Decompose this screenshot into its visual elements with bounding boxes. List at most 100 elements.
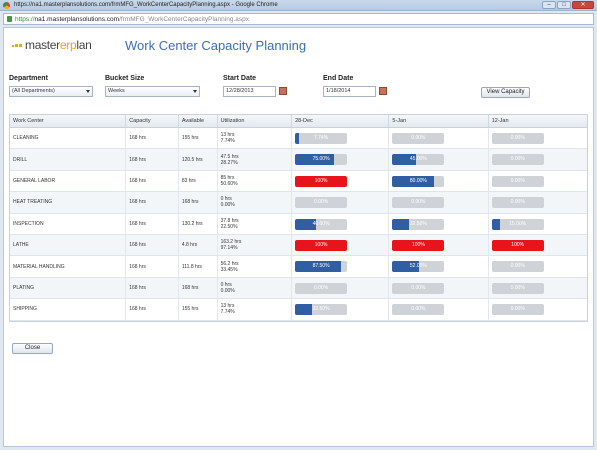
capacity-bar[interactable]: 0.00% — [491, 175, 544, 187]
capacity-bar[interactable]: 87.50% — [295, 261, 348, 273]
calendar-icon[interactable] — [279, 87, 287, 95]
logo-text-accent: erp — [59, 38, 77, 52]
bucket-cell: 0.00% — [389, 192, 489, 213]
capacity-bar[interactable]: 0.00% — [392, 197, 445, 209]
table-row[interactable]: LATHE 168 hrs 4.8 hrs 163.2 hrs 97.14% 100% 10… — [10, 234, 587, 257]
available-cell: 120.5 hrs — [179, 149, 218, 170]
column-header[interactable]: 12-Jan — [491, 118, 509, 124]
column-header[interactable]: Utilization — [218, 115, 293, 127]
capacity-cell: 168 hrs — [126, 213, 179, 234]
capacity-bar-label: 32.50% — [409, 220, 427, 227]
view-capacity-button[interactable]: View Capacity — [481, 87, 530, 98]
capacity-cell: 168 hrs — [126, 192, 179, 213]
capacity-bar[interactable]: 0.00% — [491, 282, 544, 294]
capacity-bar-fill — [295, 261, 341, 273]
capacity-bar-label: 32.50% — [312, 306, 330, 313]
table-row[interactable]: HEAT TREATING 168 hrs 168 hrs 0 hrs 0.00% 0.0… — [10, 192, 587, 214]
capacity-bar[interactable]: 0.00% — [392, 133, 445, 144]
capacity-bar-label: 0.00% — [510, 263, 525, 270]
utilization-percent: 50.60% — [220, 180, 238, 187]
table-row[interactable]: SHIPPING 168 hrs 155 hrs 13 hrs 7.74% 32.50% 0… — [10, 299, 587, 321]
logo-text-pre: master — [25, 38, 60, 52]
minimize-button[interactable]: – — [542, 1, 556, 9]
start-date-label: Start Date — [223, 75, 257, 82]
capacity-bar[interactable]: 100% — [491, 239, 544, 251]
utilization-hours: 0 hrs — [220, 281, 232, 288]
capacity-cell: 168 hrs — [126, 234, 179, 256]
capacity-bar[interactable]: 100% — [392, 239, 445, 251]
utilization-percent: 7.74% — [220, 138, 235, 145]
capacity-bar[interactable]: 0.00% — [491, 261, 544, 273]
bucket-cell: 100% — [292, 170, 390, 192]
capacity-bar[interactable]: 0.00% — [491, 304, 544, 316]
work-center-cell: SHIPPING — [10, 299, 127, 320]
capacity-bar[interactable]: 0.00% — [491, 154, 544, 166]
start-date-input[interactable]: 12/28/2013 — [223, 86, 276, 97]
address-bar[interactable]: https://na1.masterplansolutions.com/frmM… — [3, 13, 594, 25]
capacity-bar[interactable]: 7.74% — [295, 133, 348, 144]
capacity-bar[interactable]: 100% — [295, 239, 348, 251]
bucket-cell: 100% — [389, 234, 489, 256]
capacity-bar[interactable]: 15.00% — [491, 218, 544, 230]
table-row[interactable]: CLEANING 168 hrs 155 hrs 13 hrs 7.74% 7.74% 0.… — [10, 128, 587, 150]
table-row[interactable]: INSPECTION 168 hrs 130.2 hrs 37.8 hrs 22.50%… — [10, 213, 587, 235]
capacity-bar-fill — [491, 218, 500, 230]
column-header[interactable]: 5-Jan — [389, 115, 489, 127]
capacity-bar[interactable]: 32.50% — [295, 304, 348, 316]
column-header[interactable]: Available — [179, 115, 218, 127]
bucket-cell: 0.00% — [489, 192, 587, 212]
capacity-bar-label: 0.00% — [510, 199, 525, 206]
bucket-cell: 75.00% — [292, 149, 390, 170]
available-cell: 155 hrs — [179, 299, 218, 320]
calendar-icon[interactable] — [379, 87, 387, 95]
utilization-hours: 47.5 hrs — [220, 153, 239, 160]
capacity-cell: 168 hrs — [126, 299, 179, 320]
bucket-size-label: Bucket Size — [105, 75, 145, 82]
capacity-bar-label: 0.00% — [411, 135, 426, 141]
capacity-bar[interactable]: 0.00% — [392, 304, 445, 316]
capacity-bar[interactable]: 40.00% — [295, 218, 348, 230]
bucket-size-select[interactable]: Weeks — [105, 86, 200, 97]
capacity-bar[interactable]: 0.00% — [491, 197, 544, 209]
capacity-bar[interactable]: 0.00% — [295, 197, 348, 209]
table-row[interactable]: GENERAL LABOR 168 hrs 83 hrs 85 hrs 50.60% 10… — [10, 170, 587, 193]
capacity-bar[interactable]: 0.00% — [491, 133, 544, 144]
capacity-bar[interactable]: 52.00% — [392, 261, 445, 273]
close-button[interactable]: Close — [12, 343, 53, 354]
capacity-bar[interactable]: 0.00% — [295, 282, 348, 294]
capacity-bar[interactable]: 0.00% — [392, 282, 445, 294]
capacity-bar[interactable]: 75.00% — [295, 154, 348, 166]
bucket-cell: 0.00% — [489, 256, 587, 276]
maximize-button[interactable]: □ — [557, 1, 571, 9]
department-select[interactable]: (All Departments) — [9, 86, 93, 97]
capacity-bar[interactable]: 45.00% — [392, 154, 445, 166]
masterplan-logo: mastererplan — [12, 38, 92, 52]
capacity-bar[interactable]: 100% — [295, 175, 348, 187]
close-window-button[interactable]: ✕ — [572, 1, 594, 9]
column-header[interactable]: Work Center — [10, 115, 127, 127]
utilization-cell: 163.2 hrs 97.14% — [218, 234, 293, 256]
column-header[interactable]: 28-Dec — [292, 115, 390, 127]
bucket-cell: 100% — [489, 235, 587, 255]
capacity-bar-fill — [295, 133, 300, 144]
capacity-bar-fill — [295, 154, 335, 166]
capacity-bar[interactable]: 80.00% — [392, 175, 445, 187]
column-header[interactable]: Capacity — [126, 115, 179, 127]
available-cell: 155 hrs — [179, 128, 218, 149]
capacity-bar-label: 75.00% — [312, 156, 330, 163]
department-value: (All Departments) — [12, 88, 55, 94]
table-row[interactable]: MATERIAL HANDLING 168 hrs 111.8 hrs 56.2 hr… — [10, 256, 587, 278]
utilization-percent: 0.00% — [220, 287, 235, 294]
capacity-bar-label: 0.00% — [411, 284, 426, 291]
url-text: https://na1.masterplansolutions.com/frmM… — [15, 15, 249, 24]
bucket-cell: 45.00% — [389, 149, 489, 170]
table-row[interactable]: DRILL 168 hrs 120.5 hrs 47.5 hrs 28.27% 75.00… — [10, 149, 587, 171]
bucket-cell: 0.00% — [292, 277, 390, 299]
capacity-bar[interactable]: 32.50% — [392, 218, 445, 230]
end-date-input[interactable]: 1/18/2014 — [323, 86, 376, 97]
capacity-bar-label: 0.00% — [313, 284, 329, 291]
browser-title-bar: https://na1.masterplansolutions.com/frmM… — [0, 0, 597, 11]
capacity-bar-fill — [295, 218, 316, 230]
window-title: https://na1.masterplansolutions.com/frmM… — [14, 2, 278, 8]
table-row[interactable]: PLATING 168 hrs 168 hrs 0 hrs 0.00% 0.00% 0.00… — [10, 277, 587, 300]
